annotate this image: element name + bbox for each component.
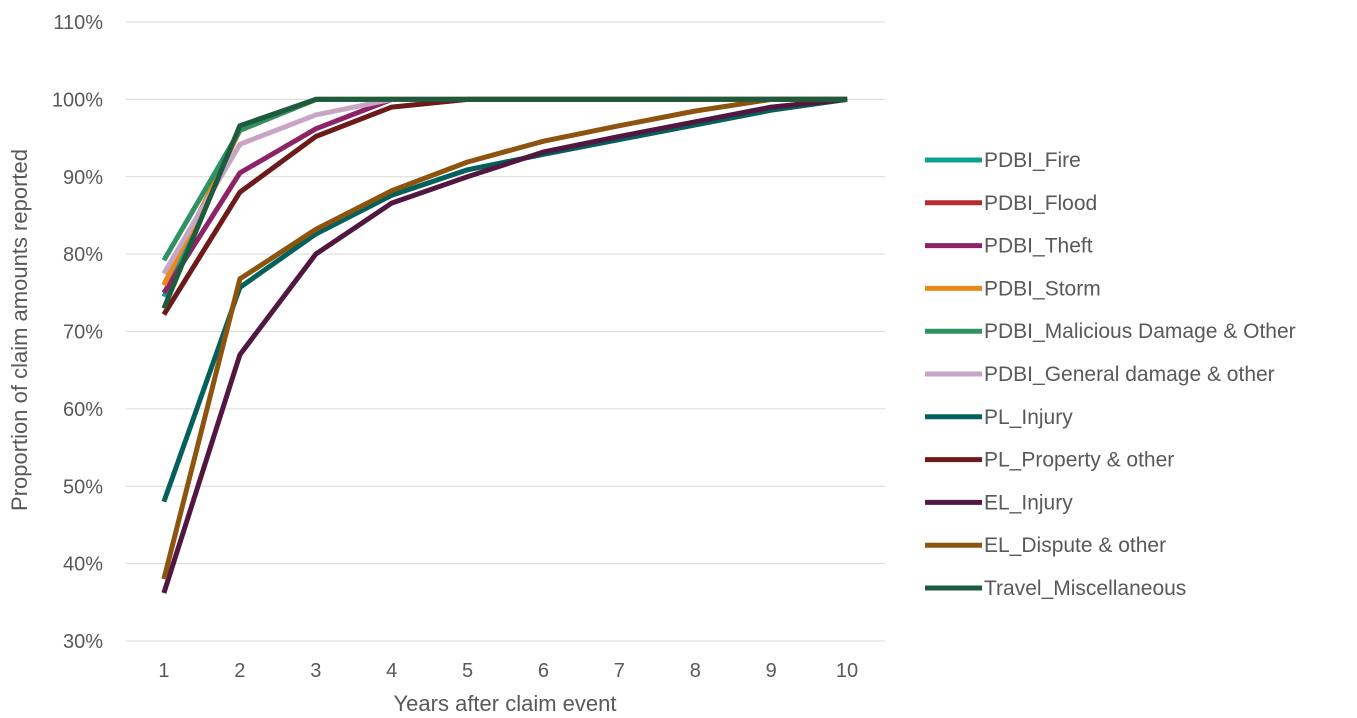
legend-label: PDBI_Fire (984, 149, 1081, 172)
legend-item-pdbi-storm: PDBI_Storm (925, 277, 1101, 300)
legend-label: PDBI_Theft (984, 235, 1093, 258)
legend-item-pdbi-malicious-damage-other: PDBI_Malicious Damage & Other (925, 320, 1296, 343)
legend-item-el-dispute-other: EL_Dispute & other (925, 534, 1166, 557)
x-tick-label: 7 (614, 660, 625, 682)
y-tick-label: 100% (52, 89, 103, 111)
x-tick-label: 4 (386, 660, 397, 682)
y-tick-label: 40% (63, 554, 103, 576)
x-tick-label: 9 (766, 660, 777, 682)
y-axis-title: Proportion of claim amounts reported (7, 149, 32, 511)
x-tick-label: 6 (538, 660, 549, 682)
legend-item-travel-miscellaneous: Travel_Miscellaneous (925, 577, 1186, 600)
x-tick-label: 8 (690, 660, 701, 682)
legend-label: Travel_Miscellaneous (984, 577, 1186, 600)
x-tick-label: 2 (234, 660, 245, 682)
series-line-pdbi-general-damage-other (161, 96, 848, 275)
legend-item-pdbi-flood: PDBI_Flood (925, 192, 1097, 215)
y-tick-label: 90% (63, 167, 103, 189)
x-tick-label: 5 (462, 660, 473, 682)
legend-label: PDBI_Malicious Damage & Other (984, 320, 1296, 343)
legend-label: PL_Property & other (984, 449, 1174, 472)
series-line-pdbi-storm (161, 96, 848, 287)
legend-item-pl-injury: PL_Injury (925, 406, 1073, 429)
y-axis-ticks: 30% 40% 50% 60% 70% 80% 90% 100% 110% (52, 12, 103, 653)
series-line-el-injury (161, 96, 848, 594)
y-tick-label: 50% (63, 476, 103, 498)
series-lines (161, 96, 848, 594)
series-line-pdbi-flood (161, 96, 848, 287)
y-tick-label: 80% (63, 244, 103, 266)
legend-label: PDBI_Storm (984, 277, 1101, 300)
legend-label: PDBI_General damage & other (984, 363, 1275, 386)
legend-label: EL_Injury (984, 491, 1073, 514)
x-axis-ticks: 1 2 3 4 5 6 7 8 9 10 (158, 660, 858, 682)
y-tick-label: 70% (63, 322, 103, 344)
legend-item-pl-property-other: PL_Property & other (925, 449, 1174, 472)
legend: PDBI_Fire PDBI_Flood PDBI_Theft PDBI_Storm P… (925, 149, 1296, 600)
series-line-el-dispute-other (161, 96, 848, 580)
legend-label: PDBI_Flood (984, 192, 1097, 215)
x-tick-label: 1 (158, 660, 169, 682)
x-tick-label: 3 (310, 660, 321, 682)
legend-item-pdbi-fire: PDBI_Fire (925, 149, 1081, 172)
legend-item-pdbi-general-damage-other: PDBI_General damage & other (925, 363, 1275, 386)
y-tick-label: 60% (63, 399, 103, 421)
gridlines (126, 21, 885, 642)
series-line-pdbi-malicious-damage-other (161, 96, 848, 262)
legend-label: EL_Dispute & other (984, 534, 1166, 557)
y-tick-label: 30% (63, 631, 103, 653)
x-tick-label: 10 (836, 660, 858, 682)
y-tick-label: 110% (53, 12, 103, 34)
legend-label: PL_Injury (984, 406, 1073, 429)
legend-item-el-injury: EL_Injury (925, 491, 1073, 514)
x-axis-title: Years after claim event (394, 691, 617, 716)
series-line-travel-miscellaneous (161, 96, 848, 310)
legend-item-pdbi-theft: PDBI_Theft (925, 235, 1093, 258)
